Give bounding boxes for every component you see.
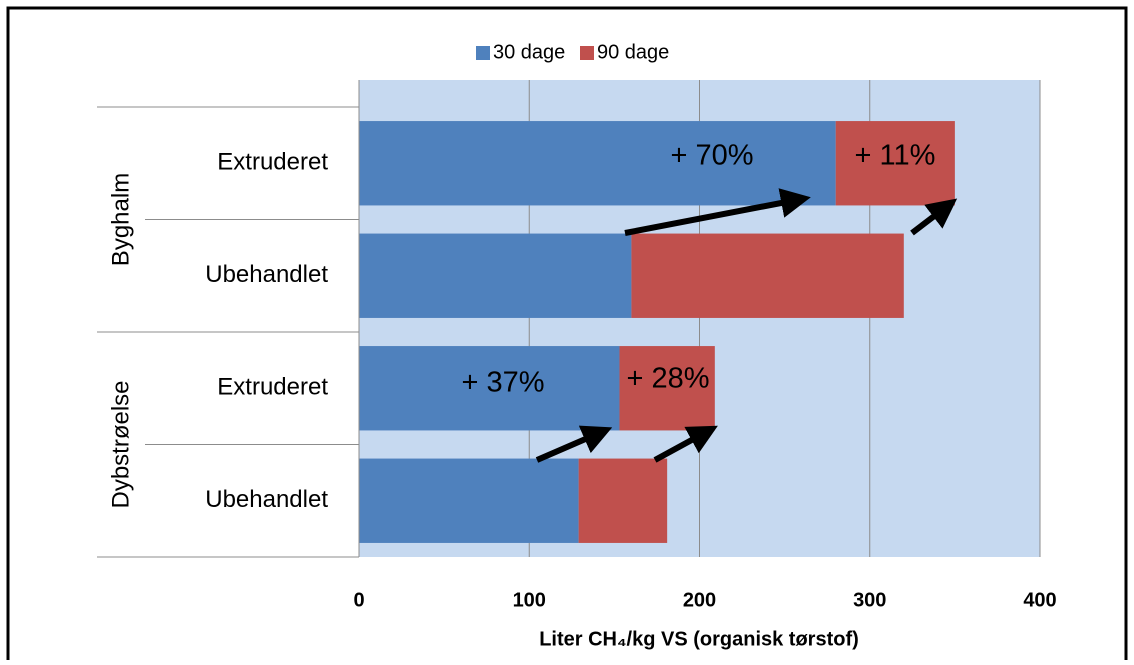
group-label: Dybstrøelse	[107, 380, 134, 508]
x-tick-label: 400	[1023, 589, 1056, 611]
legend-swatch	[580, 46, 594, 60]
x-axis-label: Liter CH₄/kg VS (organisk tørstof)	[539, 628, 859, 650]
annotation: + 11%	[855, 140, 936, 172]
y-tick-label: Ubehandlet	[205, 261, 328, 288]
bar	[835, 121, 955, 206]
bar	[578, 458, 668, 543]
annotation: + 28%	[626, 363, 709, 395]
y-tick-label: Extruderet	[217, 374, 328, 401]
bar	[359, 346, 620, 431]
x-tick-label: 300	[853, 589, 886, 611]
y-tick-label: Ubehandlet	[205, 486, 328, 513]
annotation: + 70%	[670, 140, 753, 172]
annotation: + 37%	[461, 367, 544, 399]
y-tick-label: Extruderet	[217, 149, 328, 176]
bar	[631, 233, 904, 318]
legend-label: 90 dage	[597, 41, 669, 63]
bar	[359, 233, 632, 318]
bar	[359, 458, 579, 543]
arrows	[535, 188, 958, 463]
legend-swatch	[476, 46, 490, 60]
x-tick-label: 200	[683, 589, 716, 611]
bar	[619, 346, 715, 431]
bar	[359, 121, 836, 206]
legend-label: 30 dage	[493, 41, 565, 63]
x-tick-label: 100	[513, 589, 546, 611]
group-label: Byghalm	[107, 173, 134, 266]
x-tick-label: 0	[353, 589, 364, 611]
